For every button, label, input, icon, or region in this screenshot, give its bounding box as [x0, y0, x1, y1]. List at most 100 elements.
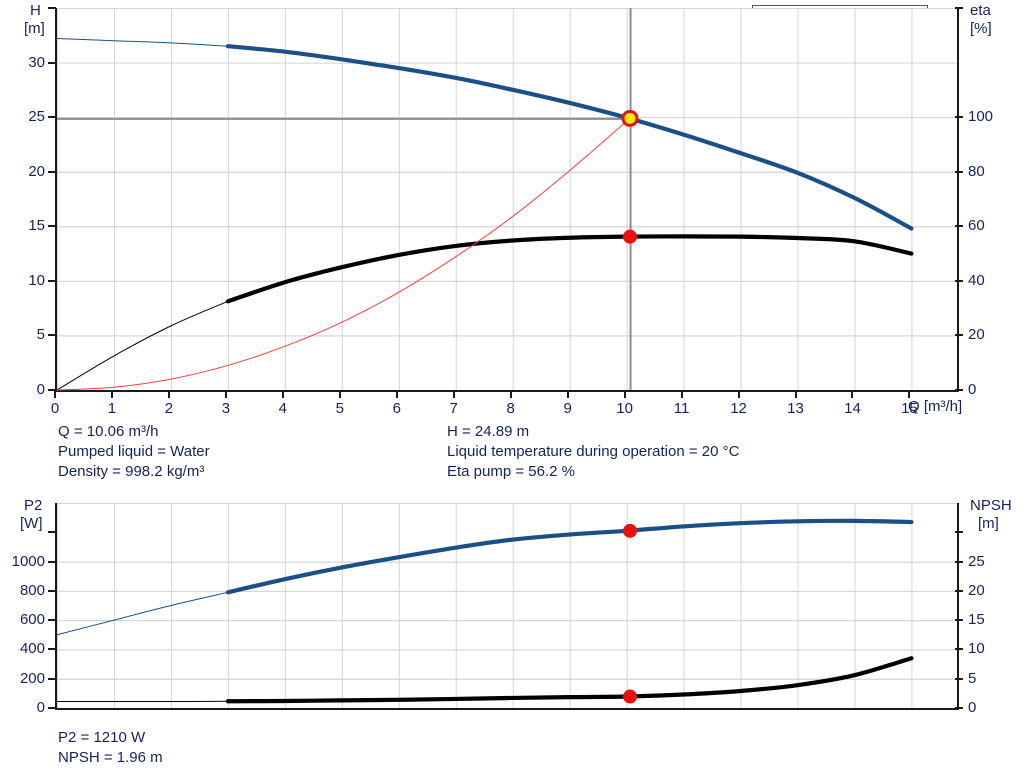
top-left-axis-unit: [m] [24, 20, 45, 37]
x-tick-mark [224, 390, 227, 398]
y-tick-mark [48, 334, 56, 337]
y-tick-label: 1000 [11, 552, 45, 570]
x-tick-mark [794, 390, 797, 398]
y2-tick-mark [955, 589, 963, 592]
y-tick-label: 400 [19, 640, 45, 658]
y2-tick-mark [955, 170, 963, 173]
y-tick-label: 20 [28, 162, 45, 180]
y2-tick-label: 40 [968, 271, 985, 289]
head-efficiency-chart: H [m] eta [%] CM 10-2, 3*200 V, 50Hz Q [… [24, 2, 993, 417]
x-tick-mark [110, 390, 113, 398]
y-tick-mark [48, 389, 56, 391]
y-tick-label: 10 [28, 271, 45, 289]
x-tick-mark [737, 390, 740, 398]
y2-tick-label: 10 [968, 640, 985, 658]
y-tick-mark [48, 677, 56, 680]
x-tick-mark [281, 390, 284, 398]
y-tick-mark [48, 707, 56, 709]
y-tick-mark [48, 225, 56, 228]
y2-tick-mark [955, 7, 963, 9]
y-tick-label: 200 [19, 669, 45, 687]
bottom-right-axis-name: NPSH [970, 497, 1012, 514]
y2-tick-label: 0 [968, 699, 977, 716]
y-tick-label: 30 [28, 53, 45, 71]
y-tick-mark [48, 531, 56, 534]
y2-tick-label: 25 [968, 552, 985, 570]
x-tick-label: 11 [673, 400, 690, 417]
y2-tick-mark [955, 677, 963, 680]
y2-tick-mark [955, 707, 963, 709]
x-tick-mark [509, 390, 512, 398]
x-tick-mark [851, 390, 854, 398]
x-tick-mark [54, 390, 56, 398]
bottom-right-axis-unit: [m] [978, 515, 999, 532]
x-tick-mark [680, 390, 683, 398]
x-tick-label: 10 [616, 400, 633, 417]
x-tick-mark [623, 390, 626, 398]
y-tick-mark [48, 61, 56, 64]
x-tick-mark [452, 390, 455, 398]
bottom-plot-area [55, 503, 959, 710]
x-tick-label: 15 [901, 400, 918, 417]
info-right-line-1: H = 24.89 m [447, 423, 530, 440]
y-tick-label: 800 [19, 581, 45, 599]
x-tick-label: 2 [164, 400, 174, 417]
info-left-line-1: Q = 10.06 m³/h [58, 423, 159, 440]
top-right-axis-unit: [%] [970, 20, 992, 37]
x-tick-label: 9 [563, 400, 572, 417]
y-tick-mark [48, 589, 56, 592]
y-tick-label: 15 [28, 217, 45, 235]
y2-tick-label: 0 [968, 381, 977, 398]
y-tick-mark [48, 170, 56, 173]
y2-tick-mark [955, 619, 963, 622]
y-tick-label: 0 [36, 381, 45, 398]
x-tick-mark [566, 390, 569, 398]
y2-tick-mark [955, 389, 963, 391]
y2-tick-label: 5 [968, 669, 977, 687]
y2-tick-label: 60 [968, 217, 985, 235]
x-tick-label: 13 [787, 400, 804, 417]
x-tick-label: 12 [730, 400, 747, 417]
x-tick-label: 4 [278, 400, 288, 417]
y2-tick-label: 20 [968, 326, 985, 344]
y2-tick-label: 15 [968, 611, 985, 629]
info-right-line-3: Eta pump = 56.2 % [447, 463, 575, 480]
x-tick-label: 5 [335, 400, 344, 417]
info-right-line-2: Liquid temperature during operation = 20… [447, 443, 740, 460]
y2-tick-mark [955, 116, 963, 119]
top-right-axis-name: eta [970, 2, 991, 19]
bottom-left-axis-name: P2 [24, 497, 43, 514]
y-tick-label: 5 [36, 326, 45, 344]
power-npsh-chart: P2 [W] NPSH [m] 0 200 400 600 800 1000 0 5 10 15 2… [0, 495, 1024, 725]
y-tick-mark [48, 7, 56, 9]
top-plot-area [55, 8, 959, 392]
y2-tick-label: 20 [968, 581, 985, 599]
info-left-line-2: Pumped liquid = Water [58, 443, 210, 460]
x-tick-label: 8 [506, 400, 515, 417]
y-tick-mark [48, 619, 56, 622]
y2-tick-mark [955, 279, 963, 282]
x-tick-label: 6 [392, 400, 401, 417]
x-tick-label: 7 [449, 400, 458, 417]
info-left-line-3: Density = 998.2 kg/m³ [58, 463, 205, 480]
y2-tick-mark [955, 225, 963, 228]
y2-tick-mark [955, 648, 963, 651]
info-bottom-line-2: NPSH = 1.96 m [58, 749, 163, 766]
bottom-left-axis-unit: [W] [20, 515, 43, 532]
x-axis-label: Q [m³/h] [908, 398, 963, 415]
y-tick-label: 0 [36, 699, 45, 716]
y-tick-mark [48, 279, 56, 282]
y2-tick-mark [955, 531, 963, 534]
y-tick-mark [48, 116, 56, 119]
x-tick-mark [167, 390, 170, 398]
x-tick-label: 3 [221, 400, 231, 417]
x-tick-label: 1 [107, 400, 117, 417]
y-tick-mark [48, 648, 56, 651]
info-bottom-line-1: P2 = 1210 W [58, 729, 146, 746]
x-tick-label: 0 [50, 400, 60, 417]
y2-tick-label: 80 [968, 162, 985, 180]
y-tick-mark [48, 560, 56, 563]
y-tick-label: 600 [19, 611, 45, 629]
x-tick-label: 14 [844, 400, 861, 417]
